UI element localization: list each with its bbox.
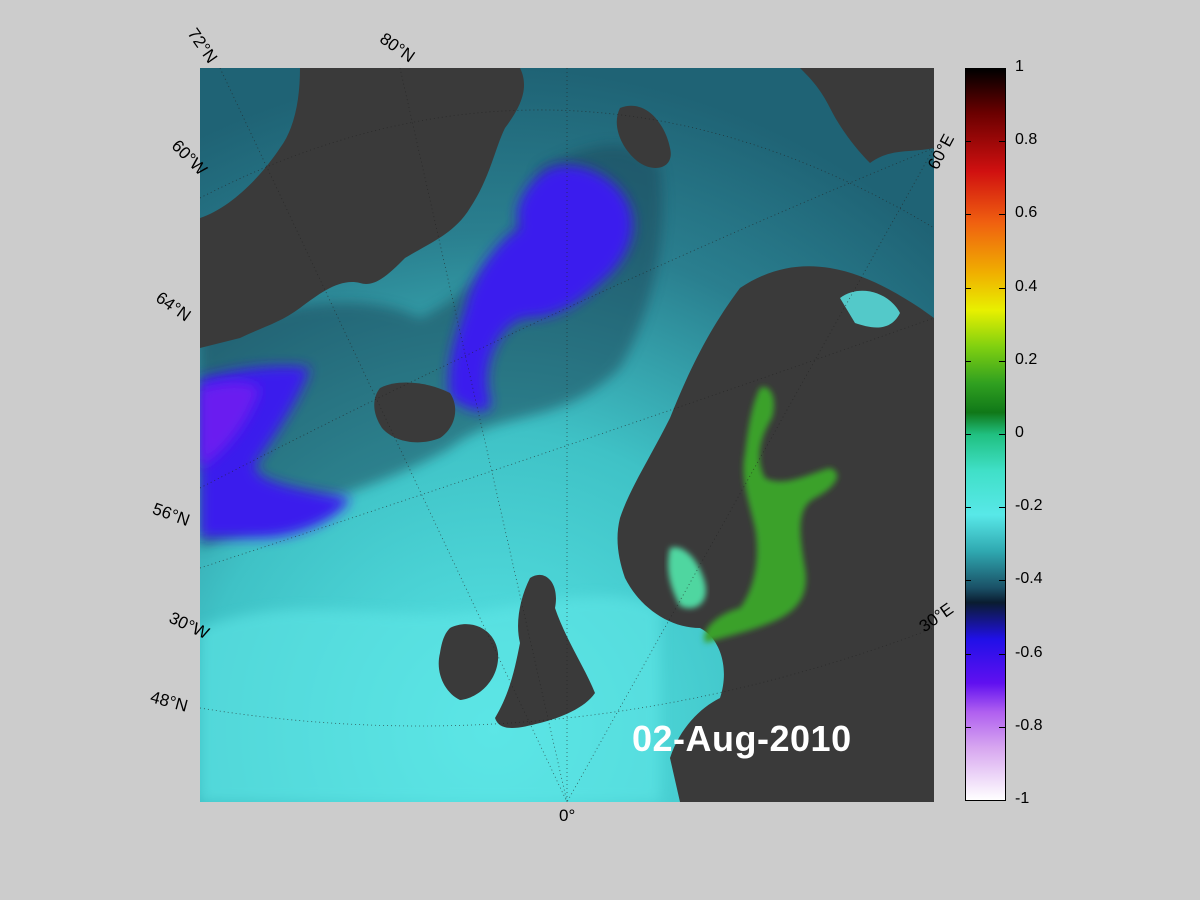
anomaly-core-west bbox=[200, 382, 260, 468]
colorbar-tick-mark bbox=[965, 653, 971, 655]
lat-label-64n: 64°N bbox=[152, 287, 195, 326]
colorbar-tick-mark bbox=[965, 287, 971, 289]
svalbard bbox=[616, 105, 671, 168]
lat-label-48n: 48°N bbox=[148, 687, 190, 716]
lon-label-0: 0° bbox=[559, 806, 576, 825]
colorbar-tick-mark bbox=[965, 360, 971, 362]
date-label: 02-Aug-2010 bbox=[632, 718, 852, 759]
colorbar-tick-mark bbox=[999, 726, 1005, 728]
colorbar-tick-mark bbox=[999, 580, 1005, 582]
arctic-land-ne bbox=[800, 68, 934, 163]
colorbar-tick-mark bbox=[965, 507, 971, 509]
colorbar-tick-label: 0.8 bbox=[1015, 131, 1038, 149]
kola-white-sea bbox=[840, 290, 900, 328]
colorbar-tick-label: -0.4 bbox=[1015, 570, 1043, 588]
colorbar-tick-mark bbox=[999, 141, 1005, 143]
colorbar-tick-label: 0.4 bbox=[1015, 277, 1038, 295]
colorbar-tick-label: 0.6 bbox=[1015, 204, 1038, 222]
colorbar-tick-mark bbox=[965, 141, 971, 143]
colorbar-tick-mark bbox=[999, 360, 1005, 362]
colorbar-tick-label: -1 bbox=[1015, 790, 1030, 807]
colorbar-tick-mark bbox=[965, 800, 971, 801]
colorbar-tick-mark bbox=[999, 800, 1005, 801]
colorbar-tick-mark bbox=[999, 214, 1005, 216]
colorbar-tick-mark bbox=[965, 726, 971, 728]
great-britain bbox=[495, 574, 595, 728]
colorbar-tick-label: 1 bbox=[1015, 58, 1024, 75]
colorbar-tick-label: -0.2 bbox=[1015, 497, 1043, 515]
greenland bbox=[200, 68, 525, 348]
colorbar-tick-label: -0.6 bbox=[1015, 643, 1043, 661]
colorbar-tick-mark bbox=[965, 68, 971, 69]
lat-label-80n: 80°N bbox=[376, 28, 419, 67]
ireland bbox=[438, 624, 499, 700]
lat-label-72n: 72°N bbox=[183, 24, 222, 67]
colorbar-tick-mark bbox=[965, 580, 971, 582]
iceland bbox=[374, 382, 456, 443]
baltic-sea bbox=[704, 387, 838, 643]
colorbar-tick-mark bbox=[999, 507, 1005, 509]
colorbar-tick-label: 0.2 bbox=[1015, 350, 1038, 368]
colorbar-tick-mark bbox=[965, 214, 971, 216]
kattegat bbox=[668, 547, 706, 609]
colorbar-tick-label: -0.8 bbox=[1015, 716, 1043, 734]
colorbar-tick-label: 0 bbox=[1015, 424, 1024, 441]
colorbar-tick-mark bbox=[999, 434, 1005, 435]
ocean-light-band-south bbox=[200, 596, 660, 802]
colorbar-tick-mark bbox=[999, 287, 1005, 289]
graticule bbox=[200, 68, 934, 802]
colorbar-tick-mark bbox=[999, 68, 1005, 69]
anomaly-blob-north bbox=[448, 165, 633, 412]
colorbar-tick-mark bbox=[999, 653, 1005, 655]
lat-label-56n: 56°N bbox=[150, 499, 193, 530]
colorbar-tick-mark bbox=[965, 434, 971, 435]
sea-surface-anomaly-map bbox=[200, 68, 934, 802]
